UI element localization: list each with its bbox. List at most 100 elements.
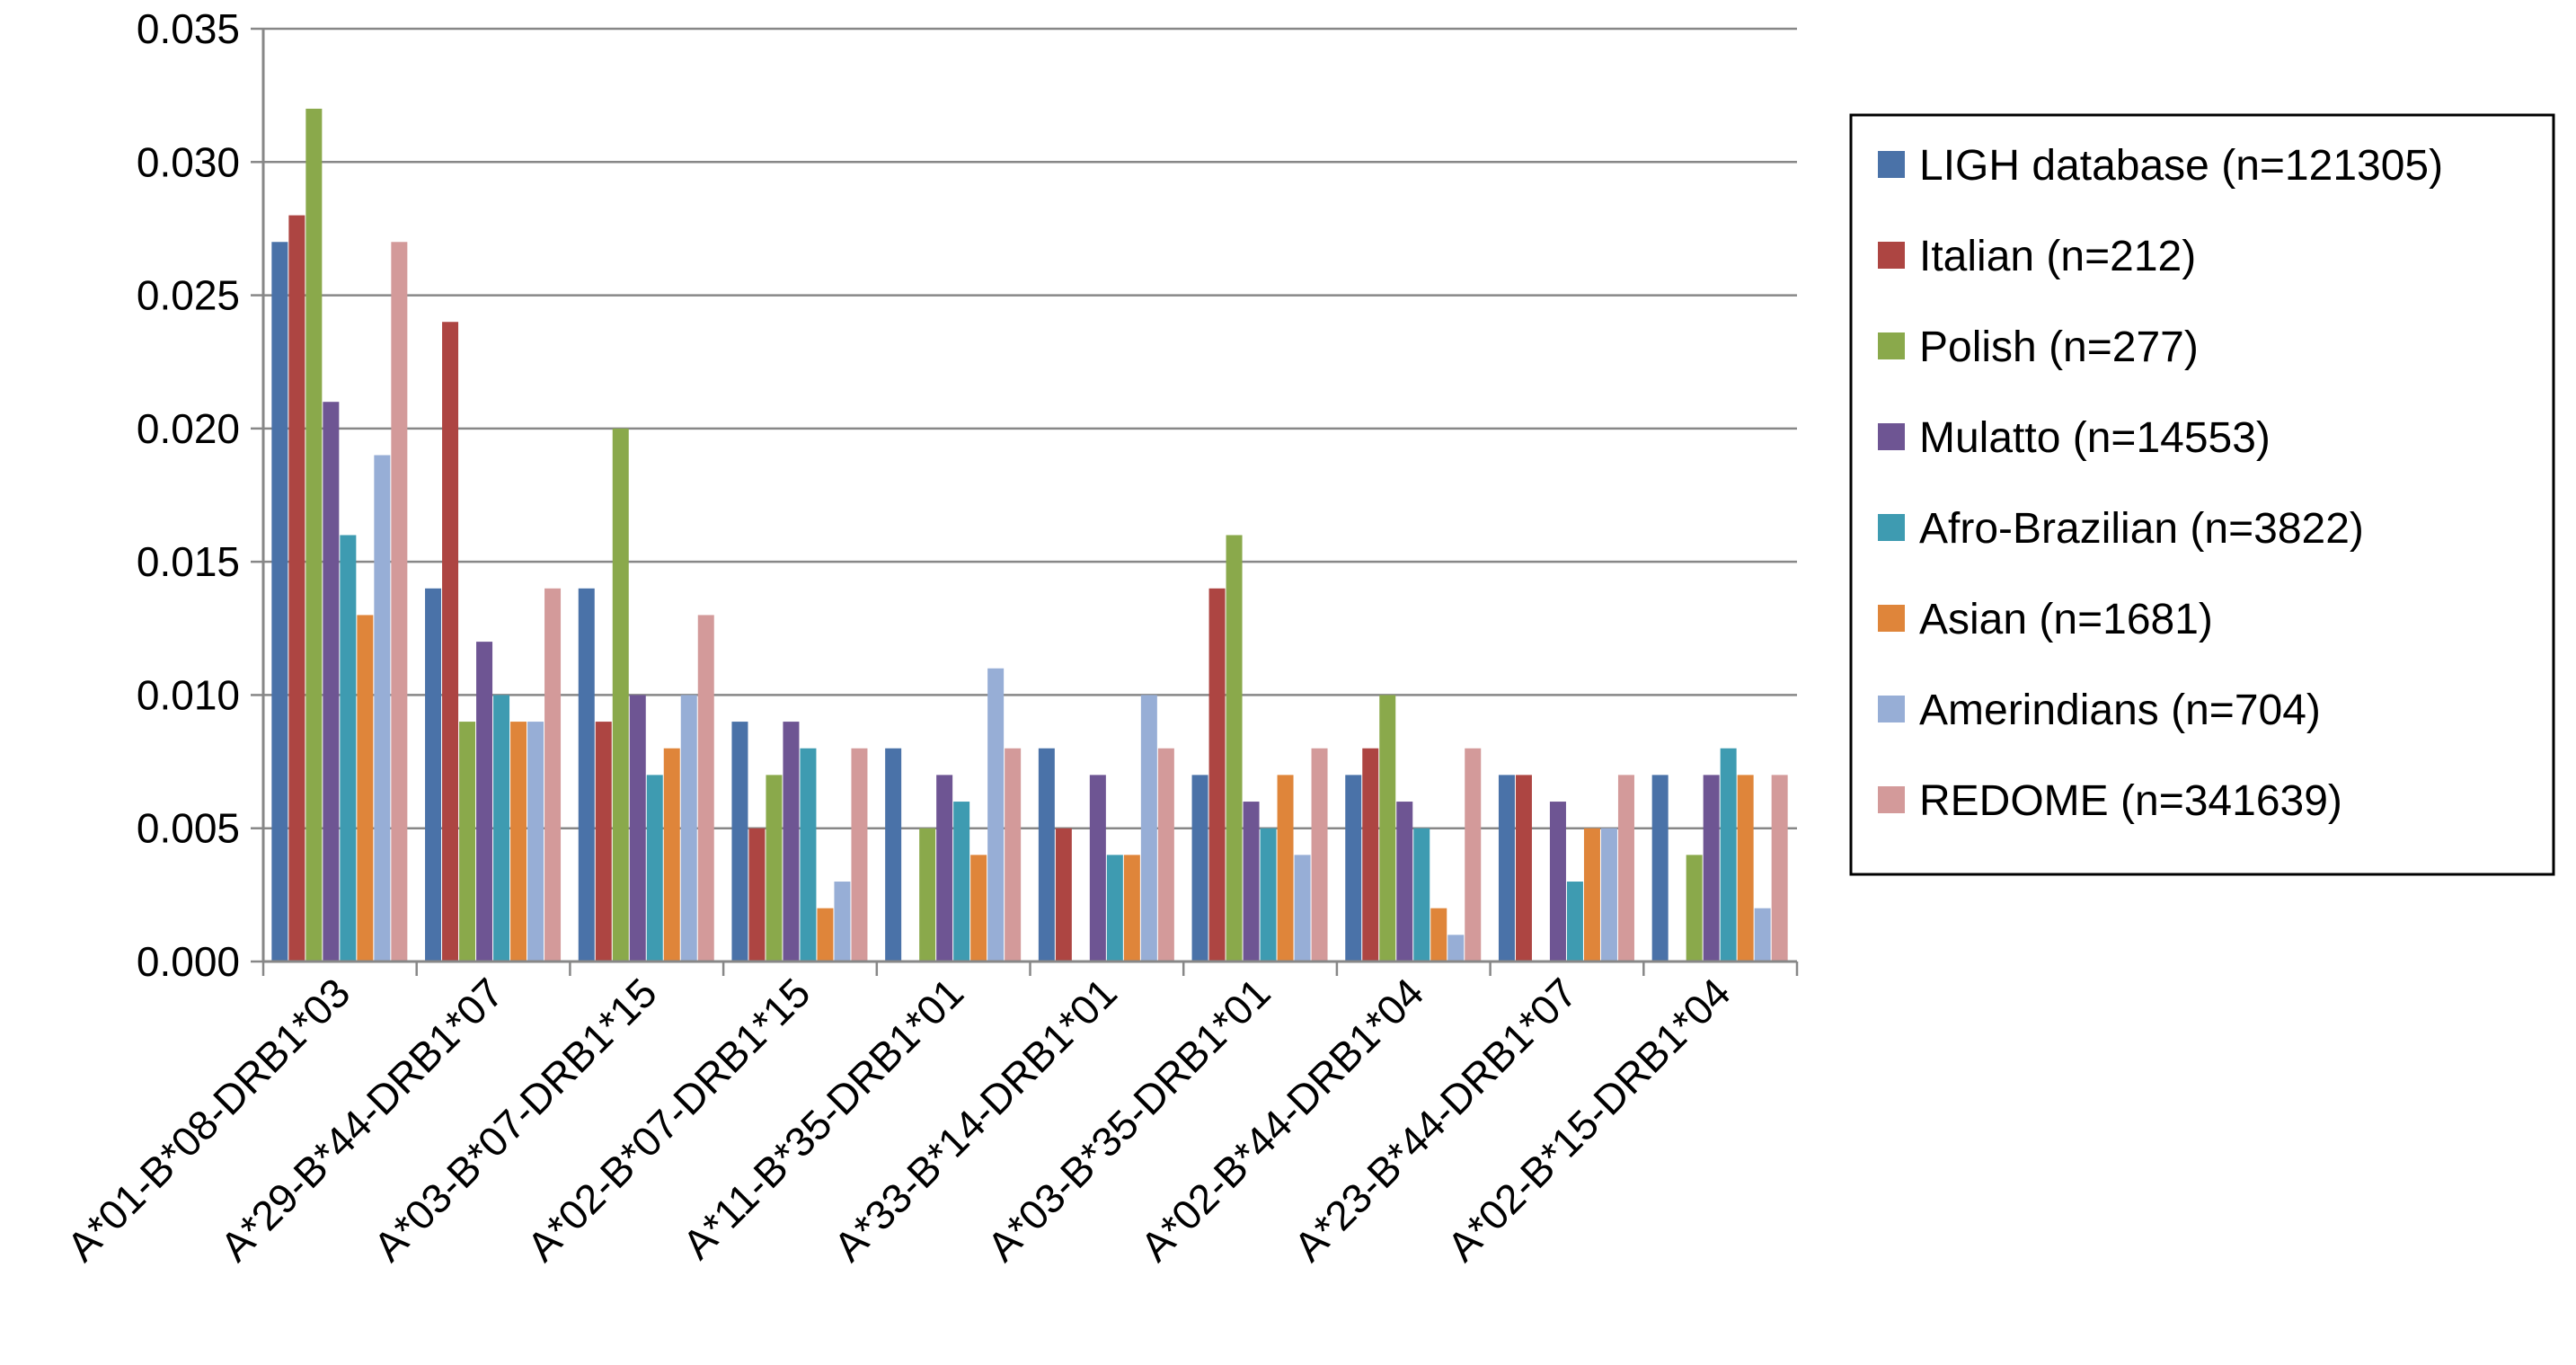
bar-redome-n-341639-1: [391, 242, 408, 962]
y-tick-label: 0.030: [137, 138, 240, 185]
legend-label-afro-brazilian-n-3822: Afro-Brazilian (n=3822): [1919, 505, 2364, 553]
x-tick-label: A*02-B*44-DRB1*04: [1131, 969, 1432, 1270]
bar-polish-n-277-8: [1379, 695, 1396, 962]
bar-mulatto-n-14553-2: [476, 642, 493, 962]
legend-box: [1849, 113, 2555, 876]
bar-mulatto-n-14553-5: [936, 775, 953, 962]
legend-label-asian-n-1681: Asian (n=1681): [1919, 596, 2213, 643]
bars: [271, 108, 1788, 962]
bar-amerindians-n-704-1: [374, 455, 391, 962]
bar-ligh-database-n-121305-10: [1651, 775, 1669, 962]
legend-swatch-ligh-database-n-121305: [1878, 151, 1905, 178]
axes: [251, 27, 1799, 976]
gridlines: [263, 27, 1797, 829]
bar-italian-n-212-6: [1055, 828, 1072, 962]
bar-asian-n-1681-7: [1277, 775, 1294, 962]
bar-polish-n-277-10: [1686, 855, 1703, 962]
bar-italian-n-212-7: [1208, 588, 1226, 962]
legend-label-redome-n-341639: REDOME (n=341639): [1919, 777, 2342, 825]
bar-polish-n-277-1: [305, 108, 323, 962]
y-tick-labels: 0.000 0.005 0.010 0.015 0.020 0.025 0.030 0.035: [137, 5, 240, 985]
bar-asian-n-1681-8: [1430, 908, 1447, 962]
bar-ligh-database-n-121305-4: [731, 722, 748, 962]
bar-asian-n-1681-1: [357, 615, 374, 962]
bar-mulatto-n-14553-9: [1549, 802, 1566, 962]
bar-italian-n-212-3: [595, 722, 612, 962]
bar-mulatto-n-14553-6: [1089, 775, 1106, 962]
bar-amerindians-n-704-10: [1754, 908, 1771, 962]
y-tick-label: 0.035: [137, 5, 240, 52]
bar-redome-n-341639-7: [1311, 748, 1328, 962]
bar-redome-n-341639-8: [1465, 748, 1482, 962]
bar-italian-n-212-4: [748, 828, 766, 962]
bar-asian-n-1681-2: [510, 722, 527, 962]
y-tick-label: 0.025: [137, 272, 240, 319]
x-tick-label: A*02-B*07-DRB1*15: [518, 969, 819, 1270]
bar-asian-n-1681-3: [663, 748, 680, 962]
y-tick-label: 0.000: [137, 938, 240, 985]
bar-ligh-database-n-121305-8: [1345, 775, 1362, 962]
x-tick-label: A*29-B*44-DRB1*07: [211, 969, 512, 1270]
bar-polish-n-277-5: [919, 828, 936, 962]
bar-amerindians-n-704-2: [527, 722, 544, 962]
bar-polish-n-277-7: [1226, 535, 1243, 962]
bar-redome-n-341639-2: [544, 588, 562, 962]
legend-swatch-asian-n-1681: [1878, 605, 1905, 632]
bar-italian-n-212-9: [1515, 775, 1532, 962]
bar-amerindians-n-704-5: [987, 668, 1005, 962]
x-tick-label: A*03-B*07-DRB1*15: [365, 969, 666, 1270]
legend-swatch-redome-n-341639: [1878, 786, 1905, 813]
x-tick-labels: A*01-B*08-DRB1*03A*29-B*44-DRB1*07A*03-B…: [58, 969, 1739, 1270]
bar-redome-n-341639-5: [1005, 748, 1022, 962]
bar-amerindians-n-704-6: [1140, 695, 1157, 962]
bar-amerindians-n-704-7: [1294, 855, 1311, 962]
bar-afro-brazilian-n-3822-7: [1260, 828, 1277, 962]
legend-swatch-afro-brazilian-n-3822: [1878, 514, 1905, 541]
legend-swatch-amerindians-n-704: [1878, 696, 1905, 722]
bar-ligh-database-n-121305-7: [1191, 775, 1208, 962]
legend-label-italian-n-212: Italian (n=212): [1919, 233, 2196, 280]
legend-swatch-italian-n-212: [1878, 242, 1905, 269]
bar-mulatto-n-14553-8: [1396, 802, 1413, 962]
bar-mulatto-n-14553-7: [1243, 802, 1260, 962]
bar-ligh-database-n-121305-3: [578, 588, 595, 962]
bar-ligh-database-n-121305-2: [425, 588, 442, 962]
y-tick-label: 0.010: [137, 671, 240, 718]
legend-label-amerindians-n-704: Amerindians (n=704): [1919, 687, 2321, 734]
legend-swatch-mulatto-n-14553: [1878, 423, 1905, 450]
bar-italian-n-212-1: [288, 215, 305, 962]
bar-ligh-database-n-121305-9: [1498, 775, 1515, 962]
bar-polish-n-277-4: [766, 775, 783, 962]
bar-afro-brazilian-n-3822-4: [800, 748, 817, 962]
bar-afro-brazilian-n-3822-3: [646, 775, 663, 962]
bar-amerindians-n-704-9: [1600, 828, 1617, 962]
bar-afro-brazilian-n-3822-10: [1720, 748, 1737, 962]
y-tick-label: 0.015: [137, 538, 240, 585]
bar-afro-brazilian-n-3822-1: [340, 535, 357, 962]
x-tick-label: A*11-B*35-DRB1*01: [674, 969, 973, 1268]
bar-ligh-database-n-121305-6: [1038, 748, 1055, 962]
bar-italian-n-212-2: [442, 322, 459, 962]
bar-mulatto-n-14553-3: [629, 695, 646, 962]
bar-asian-n-1681-5: [970, 855, 987, 962]
bar-amerindians-n-704-8: [1447, 935, 1465, 962]
bar-polish-n-277-2: [459, 722, 476, 962]
legend-label-polish-n-277: Polish (n=277): [1919, 324, 2199, 371]
y-tick-label: 0.005: [137, 805, 240, 852]
bar-redome-n-341639-4: [851, 748, 868, 962]
bar-afro-brazilian-n-3822-6: [1106, 855, 1123, 962]
legend-label-ligh-database-n-121305: LIGH database (n=121305): [1919, 142, 2443, 190]
x-tick-label: A*01-B*08-DRB1*03: [58, 969, 359, 1270]
bar-redome-n-341639-6: [1157, 748, 1174, 962]
legend: LIGH database (n=121305) Italian (n=212) P…: [1849, 113, 2555, 876]
legend-label-mulatto-n-14553: Mulatto (n=14553): [1919, 414, 2271, 462]
bar-amerindians-n-704-4: [834, 882, 851, 962]
bar-mulatto-n-14553-4: [783, 722, 800, 962]
x-tick-label: A*23-B*44-DRB1*07: [1285, 969, 1586, 1270]
bar-mulatto-n-14553-1: [323, 402, 340, 962]
bar-redome-n-341639-9: [1617, 775, 1634, 962]
bar-italian-n-212-8: [1362, 748, 1379, 962]
legend-swatch-polish-n-277: [1878, 332, 1905, 359]
x-tick-label: A*02-B*15-DRB1*04: [1438, 969, 1739, 1270]
bar-asian-n-1681-9: [1583, 828, 1600, 962]
